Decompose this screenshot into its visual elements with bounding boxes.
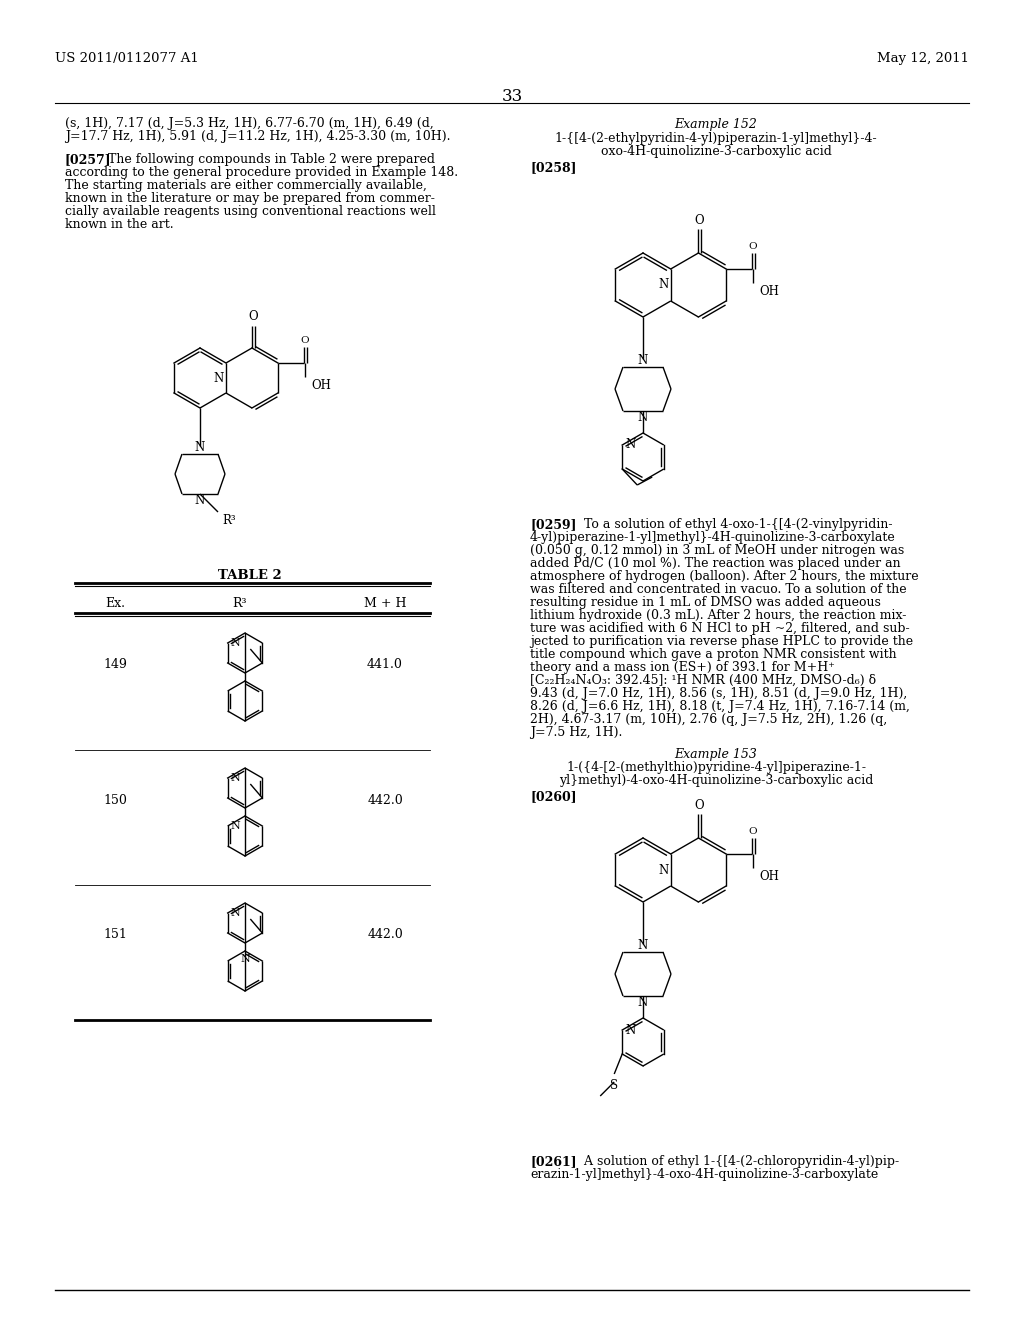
Text: N: N <box>638 411 648 424</box>
Text: [0259]: [0259] <box>530 517 577 531</box>
Text: Ex.: Ex. <box>105 597 125 610</box>
Text: known in the art.: known in the art. <box>65 218 174 231</box>
Text: 150: 150 <box>103 793 127 807</box>
Text: N: N <box>230 908 241 917</box>
Text: May 12, 2011: May 12, 2011 <box>877 51 969 65</box>
Text: theory and a mass ion (ES+) of 393.1 for M+H⁺: theory and a mass ion (ES+) of 393.1 for… <box>530 661 835 675</box>
Text: cially available reagents using conventional reactions well: cially available reagents using conventi… <box>65 205 436 218</box>
Text: 9.43 (d, J=7.0 Hz, 1H), 8.56 (s, 1H), 8.51 (d, J=9.0 Hz, 1H),: 9.43 (d, J=7.0 Hz, 1H), 8.56 (s, 1H), 8.… <box>530 686 907 700</box>
Text: 2H), 4.67-3.17 (m, 10H), 2.76 (q, J=7.5 Hz, 2H), 1.26 (q,: 2H), 4.67-3.17 (m, 10H), 2.76 (q, J=7.5 … <box>530 713 887 726</box>
Text: O: O <box>694 214 705 227</box>
Text: N: N <box>638 939 648 952</box>
Text: N: N <box>230 774 241 783</box>
Text: resulting residue in 1 mL of DMSO was added aqueous: resulting residue in 1 mL of DMSO was ad… <box>530 597 881 609</box>
Text: S: S <box>610 1078 618 1092</box>
Text: OH: OH <box>311 379 331 392</box>
Text: J=17.7 Hz, 1H), 5.91 (d, J=11.2 Hz, 1H), 4.25-3.30 (m, 10H).: J=17.7 Hz, 1H), 5.91 (d, J=11.2 Hz, 1H),… <box>65 129 451 143</box>
Text: O: O <box>694 799 705 812</box>
Text: title compound which gave a proton NMR consistent with: title compound which gave a proton NMR c… <box>530 648 897 661</box>
Text: O: O <box>749 828 758 836</box>
Text: OH: OH <box>759 285 779 298</box>
Text: ture was acidified with 6 N HCl to pH ~2, filtered, and sub-: ture was acidified with 6 N HCl to pH ~2… <box>530 622 909 635</box>
Text: [0260]: [0260] <box>530 789 577 803</box>
Text: 1-{[4-(2-ethylpyridin-4-yl)piperazin-1-yl]methyl}-4-: 1-{[4-(2-ethylpyridin-4-yl)piperazin-1-y… <box>555 132 878 145</box>
Text: N: N <box>230 821 241 832</box>
Text: [0258]: [0258] <box>530 161 577 174</box>
Text: added Pd/C (10 mol %). The reaction was placed under an: added Pd/C (10 mol %). The reaction was … <box>530 557 901 570</box>
Text: 33: 33 <box>502 88 522 106</box>
Text: The following compounds in Table 2 were prepared: The following compounds in Table 2 were … <box>108 153 435 166</box>
Text: N: N <box>626 1023 636 1036</box>
Text: To a solution of ethyl 4-oxo-1-{[4-(2-vinylpyridin-: To a solution of ethyl 4-oxo-1-{[4-(2-vi… <box>572 517 893 531</box>
Text: lithium hydroxide (0.3 mL). After 2 hours, the reaction mix-: lithium hydroxide (0.3 mL). After 2 hour… <box>530 609 906 622</box>
Text: according to the general procedure provided in Example 148.: according to the general procedure provi… <box>65 166 458 180</box>
Text: atmosphere of hydrogen (balloon). After 2 hours, the mixture: atmosphere of hydrogen (balloon). After … <box>530 570 919 583</box>
Text: M + H: M + H <box>364 597 407 610</box>
Text: O: O <box>301 337 309 345</box>
Text: OH: OH <box>759 870 779 883</box>
Text: O: O <box>749 242 758 251</box>
Text: 8.26 (d, J=6.6 Hz, 1H), 8.18 (t, J=7.4 Hz, 1H), 7.16-7.14 (m,: 8.26 (d, J=6.6 Hz, 1H), 8.18 (t, J=7.4 H… <box>530 700 910 713</box>
Text: A solution of ethyl 1-{[4-(2-chloropyridin-4-yl)pip-: A solution of ethyl 1-{[4-(2-chloropyrid… <box>572 1155 899 1168</box>
Text: [C₂₂H₂₄N₄O₃: 392.45]: ¹H NMR (400 MHz, DMSO-d₆) δ: [C₂₂H₂₄N₄O₃: 392.45]: ¹H NMR (400 MHz, D… <box>530 675 877 686</box>
Text: N: N <box>658 863 669 876</box>
Text: N: N <box>626 438 636 451</box>
Text: The starting materials are either commercially available,: The starting materials are either commer… <box>65 180 427 191</box>
Text: R³: R³ <box>232 597 247 610</box>
Text: R³: R³ <box>222 513 236 527</box>
Text: 442.0: 442.0 <box>368 793 402 807</box>
Text: TABLE 2: TABLE 2 <box>218 569 282 582</box>
Text: J=7.5 Hz, 1H).: J=7.5 Hz, 1H). <box>530 726 623 739</box>
Text: erazin-1-yl]methyl}-4-oxo-4H-quinolizine-3-carboxylate: erazin-1-yl]methyl}-4-oxo-4H-quinolizine… <box>530 1168 879 1181</box>
Text: N: N <box>195 441 205 454</box>
Text: 1-({4-[2-(methylthio)pyridine-4-yl]piperazine-1-: 1-({4-[2-(methylthio)pyridine-4-yl]piper… <box>566 762 866 774</box>
Text: N: N <box>638 997 648 1008</box>
Text: N: N <box>230 638 241 648</box>
Text: jected to purification via reverse phase HPLC to provide the: jected to purification via reverse phase… <box>530 635 913 648</box>
Text: US 2011/0112077 A1: US 2011/0112077 A1 <box>55 51 199 65</box>
Text: 151: 151 <box>103 928 127 941</box>
Text: Example 152: Example 152 <box>675 117 758 131</box>
Text: O: O <box>248 310 258 323</box>
Text: N: N <box>195 494 205 507</box>
Text: (0.050 g, 0.12 mmol) in 3 mL of MeOH under nitrogen was: (0.050 g, 0.12 mmol) in 3 mL of MeOH und… <box>530 544 904 557</box>
Text: N: N <box>638 354 648 367</box>
Text: 441.0: 441.0 <box>367 659 402 672</box>
Text: [0261]: [0261] <box>530 1155 577 1168</box>
Text: 4-yl)piperazine-1-yl]methyl}-4H-quinolizine-3-carboxylate: 4-yl)piperazine-1-yl]methyl}-4H-quinoliz… <box>530 531 896 544</box>
Text: was filtered and concentrated in vacuo. To a solution of the: was filtered and concentrated in vacuo. … <box>530 583 906 597</box>
Text: yl}methyl)-4-oxo-4H-quinolizine-3-carboxylic acid: yl}methyl)-4-oxo-4H-quinolizine-3-carbox… <box>559 774 873 787</box>
Text: N: N <box>658 279 669 292</box>
Text: oxo-4H-quinolizine-3-carboxylic acid: oxo-4H-quinolizine-3-carboxylic acid <box>600 145 831 158</box>
Text: Example 153: Example 153 <box>675 748 758 762</box>
Text: [0257]: [0257] <box>65 153 112 166</box>
Text: (s, 1H), 7.17 (d, J=5.3 Hz, 1H), 6.77-6.70 (m, 1H), 6.49 (d,: (s, 1H), 7.17 (d, J=5.3 Hz, 1H), 6.77-6.… <box>65 117 434 129</box>
Text: N: N <box>240 954 250 964</box>
Text: known in the literature or may be prepared from commer-: known in the literature or may be prepar… <box>65 191 435 205</box>
Text: N: N <box>214 371 224 384</box>
Text: 442.0: 442.0 <box>368 928 402 941</box>
Text: 149: 149 <box>103 659 127 672</box>
